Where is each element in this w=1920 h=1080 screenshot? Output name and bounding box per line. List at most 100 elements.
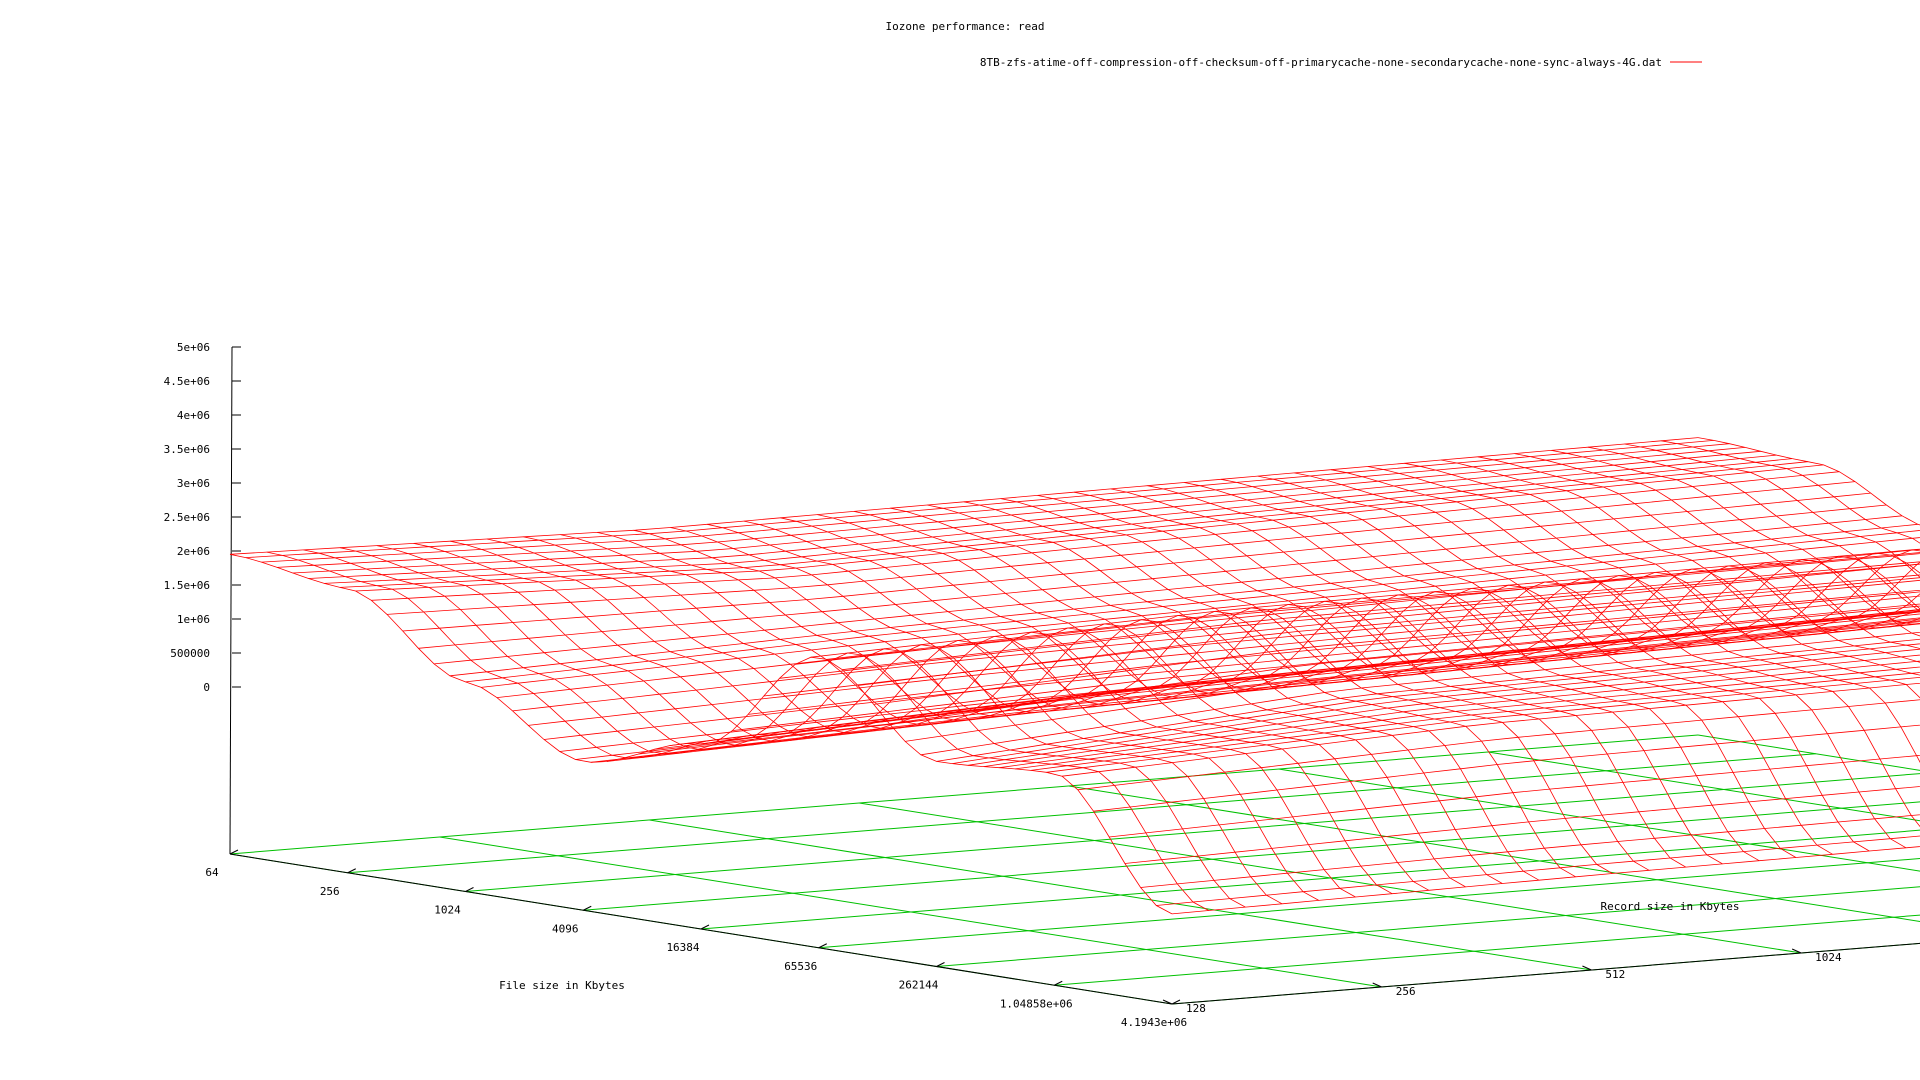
x-tick-mark: [583, 905, 592, 911]
y-axis-line: [1171, 942, 1920, 1005]
x-tick-label: 16384: [666, 941, 699, 954]
surface-line-file: [277, 447, 1746, 568]
surface-line-file: [1124, 786, 1920, 864]
surface-line-file: [842, 561, 1920, 671]
x-tick-label: 256: [320, 885, 340, 898]
surface-line-record: [670, 527, 1613, 874]
legend-label: 8TB-zfs-atime-off-compression-off-checks…: [980, 56, 1662, 69]
surface-line-file: [638, 617, 1920, 755]
surface-line-file: [873, 589, 1920, 705]
grid-line-x: [465, 773, 1920, 892]
surface-line-file: [1046, 676, 1920, 773]
surface-line-file: [1030, 672, 1920, 771]
surface-line-file: [496, 548, 1920, 698]
surface-line-record: [486, 538, 1430, 891]
x-tick-mark: [465, 887, 474, 892]
x-tick-label: 1.04858e+06: [1000, 997, 1073, 1010]
y-tick-label: 512: [1605, 968, 1625, 981]
surface-line-file: [983, 654, 1920, 767]
surface-line-file: [1014, 666, 1920, 770]
grid-line-y: [649, 819, 1592, 971]
surface-line-file: [261, 443, 1730, 563]
legend: 8TB-zfs-atime-off-compression-off-checks…: [980, 56, 1702, 69]
z-tick-label: 2.5e+06: [164, 511, 210, 524]
surface-line-file: [967, 648, 1920, 766]
z-tick-label: 500000: [170, 647, 210, 660]
grid-line-x: [583, 801, 1920, 911]
y-tick-mark: [1162, 999, 1173, 1005]
grid-line-x: [700, 829, 1920, 930]
z-tick-label: 0: [203, 681, 210, 694]
surface-line-file: [889, 605, 1920, 725]
surface-line-file: [528, 579, 1920, 726]
surface-wireframe: [229, 437, 1920, 915]
surface-line-file: [308, 454, 1777, 579]
grid-line-x: [818, 857, 1920, 949]
z-axis-line: [229, 346, 233, 855]
surface-line-file: [857, 574, 1920, 686]
surface-line-file: [779, 563, 1920, 679]
tick-labels: 64 256 1024 4096 16384 65536 262144 1.04858e+06…: [164, 341, 1842, 1029]
x-tick-mark: [936, 962, 945, 967]
x-tick-label: 1024: [434, 904, 461, 917]
x-tick-label: 64: [205, 866, 219, 879]
surface-line-file: [700, 611, 1920, 745]
surface-line-record: [1697, 437, 1920, 526]
z-tick-label: 2e+06: [177, 545, 210, 558]
surface-line-file: [402, 492, 1871, 632]
grid-line-x: [1054, 914, 1920, 986]
surface-line-file: [999, 660, 1920, 769]
grid-line-y: [1488, 751, 1920, 822]
surface-line-file: [465, 530, 1920, 683]
y-tick-label: 1024: [1815, 951, 1842, 964]
surface-line-file: [716, 611, 1920, 742]
y-tick-label: 256: [1396, 985, 1416, 998]
grid-line-x: [347, 753, 1816, 874]
y-tick-mark: [1372, 982, 1382, 988]
z-tick-label: 4.5e+06: [164, 375, 210, 388]
x-axis-label: File size in Kbytes: [499, 979, 625, 992]
x-tick-label: 4096: [552, 922, 579, 935]
surface-line-file: [606, 623, 1920, 762]
surface-line-file: [1093, 724, 1920, 812]
surface-line-file: [386, 481, 1856, 615]
z-tick-label: 5e+06: [177, 341, 210, 354]
y-tick-label: 128: [1186, 1002, 1206, 1015]
surface-line-file: [324, 458, 1793, 584]
grid-line-x: [936, 886, 1920, 967]
chart-title: Iozone performance: read: [886, 20, 1045, 33]
surface-line-file: [1077, 699, 1920, 791]
z-tick-label: 4e+06: [177, 409, 210, 422]
surface-line-file: [355, 464, 1824, 592]
surface-line-file: [245, 440, 1714, 558]
surface-line-file: [905, 620, 1920, 742]
y-tick-mark: [1582, 965, 1592, 971]
surface-line-file: [952, 643, 1920, 764]
y-tick-mark: [1791, 948, 1802, 954]
grid-line-x: [229, 734, 1699, 855]
surface-line-record: [229, 553, 1173, 915]
surface-line-file: [1109, 754, 1920, 838]
surface-line-file: [936, 638, 1920, 762]
surface-line-file: [920, 631, 1920, 756]
surface-line-file: [748, 591, 1920, 715]
surface-line-file: [481, 537, 1920, 688]
surface-line-file: [575, 618, 1920, 760]
z-tick-label: 1.5e+06: [164, 579, 210, 592]
surface-line-file: [434, 515, 1903, 665]
x-tick-mark: [229, 849, 239, 855]
surface-line-file: [512, 563, 1920, 712]
x-tick-label: 65536: [784, 960, 817, 973]
x-tick-mark: [818, 943, 827, 949]
surface-line-file: [810, 548, 1920, 658]
y-axis-label: Record size in Kbytes: [1600, 900, 1739, 913]
z-tick-label: 3.5e+06: [164, 443, 210, 456]
surface-line-file: [339, 461, 1808, 588]
surface-line-record: [1624, 443, 1920, 578]
x-tick-label: 262144: [899, 979, 939, 992]
surface-line-file: [543, 595, 1920, 740]
surface-line-file: [1171, 846, 1920, 915]
surface-line-file: [826, 552, 1920, 660]
surface-line-file: [1062, 682, 1920, 777]
